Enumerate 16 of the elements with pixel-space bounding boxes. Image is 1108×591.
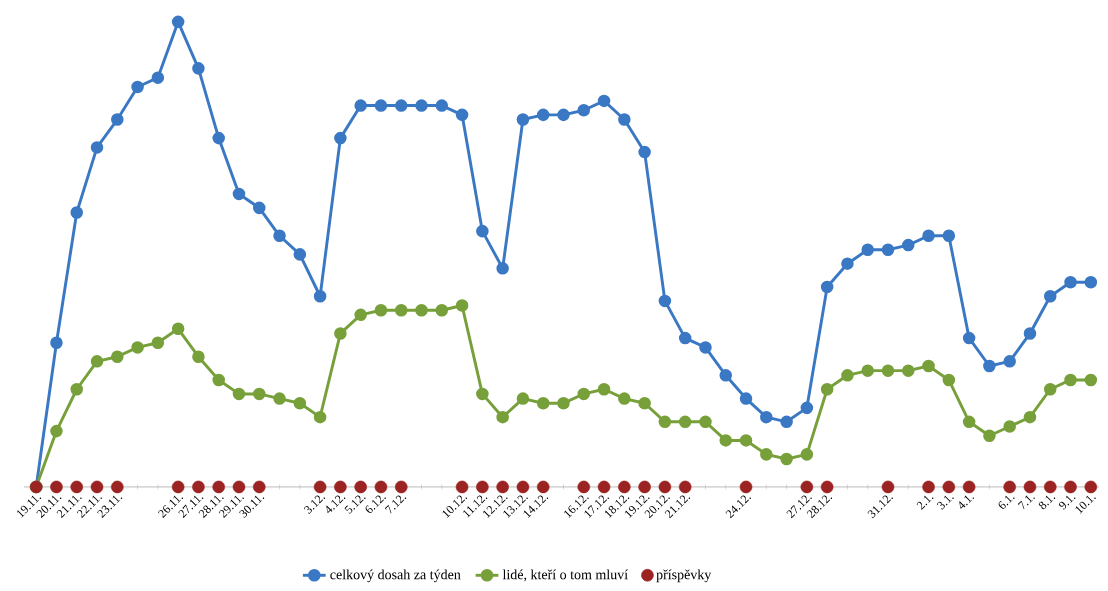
x-tick-label: 6.12.: [365, 495, 386, 514]
x-tick-label: 8.1.: [1038, 495, 1056, 510]
x-tick-label: 6.1.: [998, 495, 1015, 509]
legend-label: lidé, kteří o tom mluví: [502, 569, 628, 582]
x-tick-label: 7.12.: [384, 495, 407, 514]
x-tick-label: 4.1.: [959, 495, 975, 509]
x-tick-label: 2.1.: [916, 495, 934, 510]
x-tick-label: 10.1.: [1075, 495, 1096, 514]
x-tick-label: 3.1.: [936, 495, 954, 510]
x-tick-label: 3.12.: [303, 495, 326, 514]
x-tick-label: 5.12.: [344, 495, 366, 514]
legend-label: příspěvky: [656, 569, 712, 583]
x-tick-label: 9.1.: [1059, 495, 1076, 510]
legend-label: celkový dosah za týden: [330, 569, 461, 583]
x-tick-label: 7.1.: [1017, 495, 1035, 510]
x-tick-label: 4.12.: [326, 495, 346, 514]
